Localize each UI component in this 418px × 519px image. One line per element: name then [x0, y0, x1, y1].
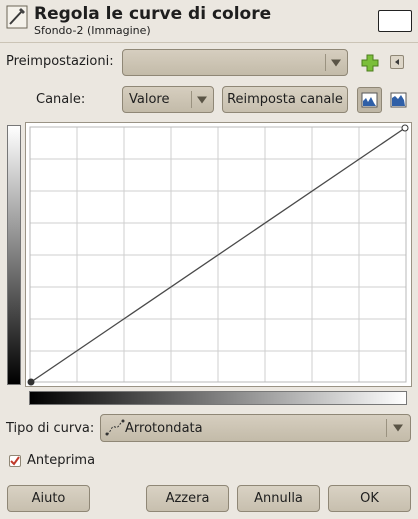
curve-point [401, 124, 409, 132]
dialog-subtitle: Sfondo-2 (Immagine) [34, 24, 151, 37]
ok-button[interactable]: OK [328, 485, 411, 512]
help-button[interactable]: Aiuto [7, 485, 90, 512]
dialog-title: Regola le curve di colore [34, 4, 272, 24]
channel-label: Canale: [36, 92, 86, 107]
chevron-down-icon [197, 96, 207, 103]
curve-type-value: Arrotondata [125, 421, 203, 436]
preview-checkbox[interactable] [9, 455, 21, 467]
header-divider [0, 42, 418, 43]
curve-icon [105, 419, 125, 436]
curve-type-combo[interactable]: Arrotondata [100, 414, 411, 442]
curve-graph[interactable] [25, 122, 412, 387]
preview-label: Anteprima [27, 453, 96, 468]
presets-label: Preimpostazioni: [6, 54, 114, 69]
cancel-button[interactable]: Annulla [237, 485, 320, 512]
reset-button[interactable]: Azzera [146, 485, 229, 512]
chevron-down-icon [393, 424, 403, 432]
linear-histogram-icon[interactable] [357, 87, 382, 113]
curve-type-label: Tipo di curva: [6, 421, 95, 436]
reset-channel-button[interactable]: Reimposta canale [222, 86, 348, 113]
presets-combo[interactable] [122, 49, 348, 76]
curve-line [30, 127, 406, 383]
triangle-left-icon[interactable] [390, 55, 404, 69]
curve-point [27, 378, 35, 386]
vertical-value-gradient [7, 125, 21, 385]
plus-icon[interactable] [360, 53, 380, 73]
log-histogram-icon[interactable] [386, 87, 411, 113]
color-swatch [378, 10, 412, 32]
channel-value: Valore [129, 92, 170, 107]
dialog-icon [6, 5, 28, 29]
channel-combo[interactable]: Valore [122, 86, 214, 113]
chevron-down-icon [331, 59, 341, 66]
horizontal-value-gradient [29, 391, 407, 405]
